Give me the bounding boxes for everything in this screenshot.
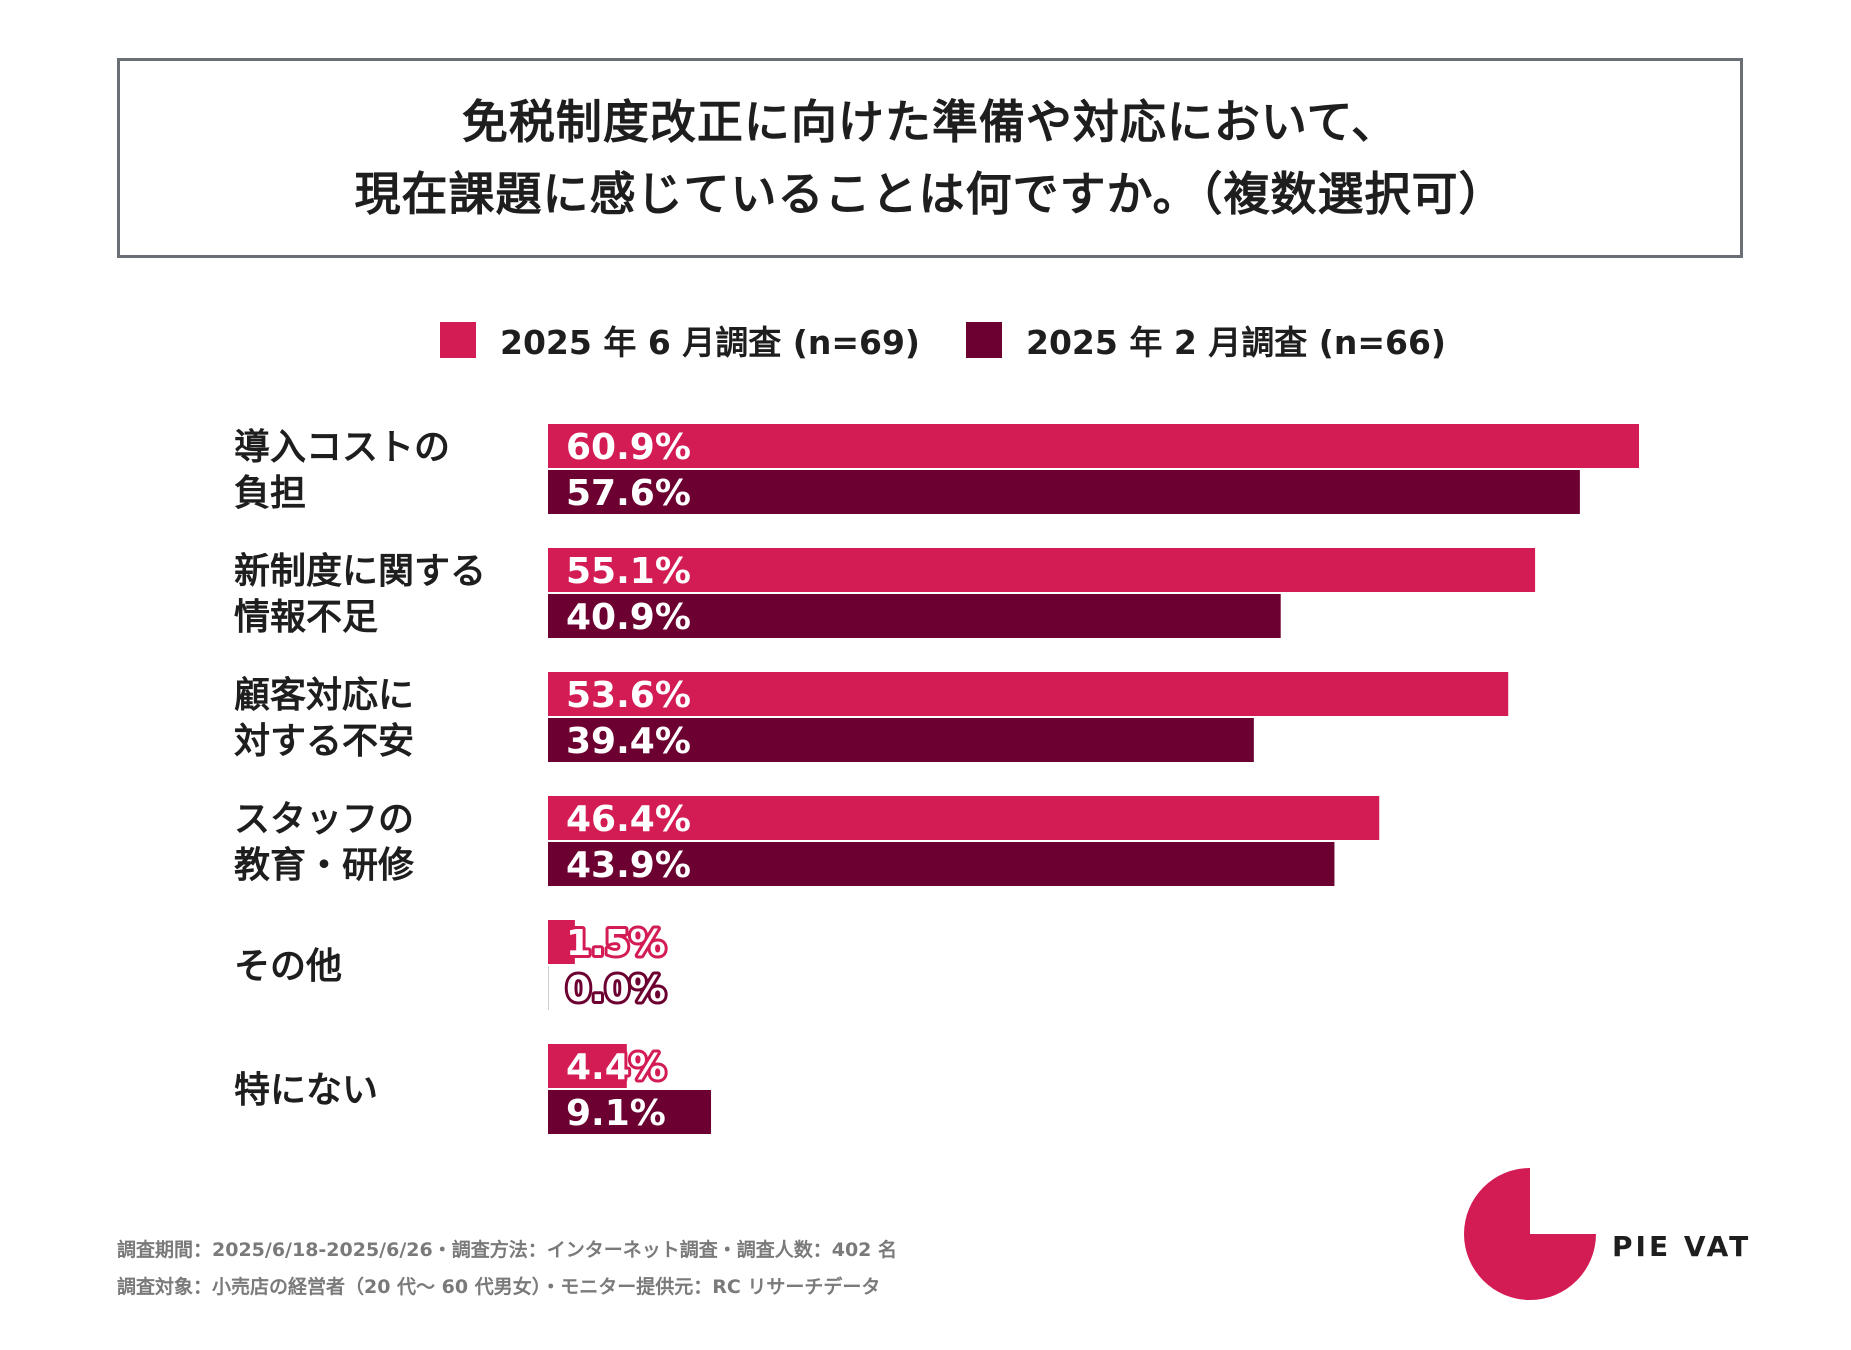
bar-june bbox=[548, 796, 1380, 840]
category-label: 特にない bbox=[234, 1070, 378, 1111]
legend-swatch-feb bbox=[966, 322, 1002, 358]
category-label: 教育・研修 bbox=[234, 845, 415, 886]
data-label: 43.9% bbox=[566, 845, 691, 886]
brand-name: PIE VAT bbox=[1612, 1230, 1752, 1263]
bar-june bbox=[548, 1044, 627, 1088]
data-label: 57.6% bbox=[566, 473, 691, 514]
footer: 調査期間：2025/6/18-2025/6/26・調査方法：インターネット調査・… bbox=[117, 1232, 897, 1306]
legend: 2025 年 6 月調査 (n=69) 2025 年 2 月調査 (n=66) bbox=[440, 318, 1492, 362]
title-line-1: 免税制度改正に向けた準備や対応において、 bbox=[461, 95, 1399, 149]
category-label: 情報不足 bbox=[234, 597, 378, 638]
pie-logo-shape bbox=[1464, 1168, 1596, 1300]
category-label: その他 bbox=[234, 946, 342, 987]
title-box: 免税制度改正に向けた準備や対応において、 現在課題に感じていることは何ですか。（… bbox=[117, 58, 1743, 258]
category-label: 対する不安 bbox=[234, 721, 414, 762]
legend-label-feb: 2025 年 2 月調査 (n=66) bbox=[1026, 323, 1446, 362]
bar-feb bbox=[548, 842, 1335, 886]
bar-june bbox=[548, 424, 1639, 468]
data-label: 4.4% bbox=[566, 1047, 666, 1088]
data-label: 46.4% bbox=[566, 799, 691, 840]
bar-feb bbox=[548, 718, 1254, 762]
legend-label-june: 2025 年 6 月調査 (n=69) bbox=[500, 323, 920, 362]
category-label: スタッフの bbox=[234, 799, 414, 840]
survey-period-note: 調査期間：2025/6/18-2025/6/26・調査方法：インターネット調査・… bbox=[117, 1239, 898, 1261]
data-label: 1.5% bbox=[566, 923, 666, 964]
bar-feb bbox=[548, 470, 1580, 514]
bar-june bbox=[548, 548, 1536, 592]
data-label: 39.4% bbox=[566, 721, 691, 762]
legend-item-feb: 2025 年 2 月調査 (n=66) bbox=[966, 316, 1446, 364]
title-line-2: 現在課題に感じていることは何ですか。（複数選択可） bbox=[354, 167, 1506, 221]
data-label: 9.1% bbox=[566, 1093, 666, 1134]
category-label: 新制度に関する bbox=[234, 551, 486, 592]
category-label: 負担 bbox=[234, 473, 306, 514]
bar-june bbox=[548, 672, 1509, 716]
pie-vat-logo-icon bbox=[1464, 1168, 1596, 1300]
bar-feb bbox=[548, 1090, 712, 1134]
data-label: 60.9% bbox=[566, 427, 691, 468]
data-label: 55.1% bbox=[566, 551, 691, 592]
category-label: 顧客対応に bbox=[234, 675, 414, 716]
data-label: 53.6% bbox=[566, 675, 691, 716]
category-label: 導入コストの bbox=[234, 427, 450, 468]
bar-feb bbox=[548, 594, 1281, 638]
data-label: 0.0% bbox=[566, 969, 666, 1010]
data-label: 40.9% bbox=[566, 597, 691, 638]
legend-item-june: 2025 年 6 月調査 (n=69) bbox=[440, 316, 920, 364]
survey-target-note: 調査対象：小売店の経営者（20 代～ 60 代男女）・モニター提供元：RC リサ… bbox=[117, 1276, 881, 1298]
bar-june bbox=[548, 920, 575, 964]
legend-swatch-june bbox=[440, 322, 476, 358]
